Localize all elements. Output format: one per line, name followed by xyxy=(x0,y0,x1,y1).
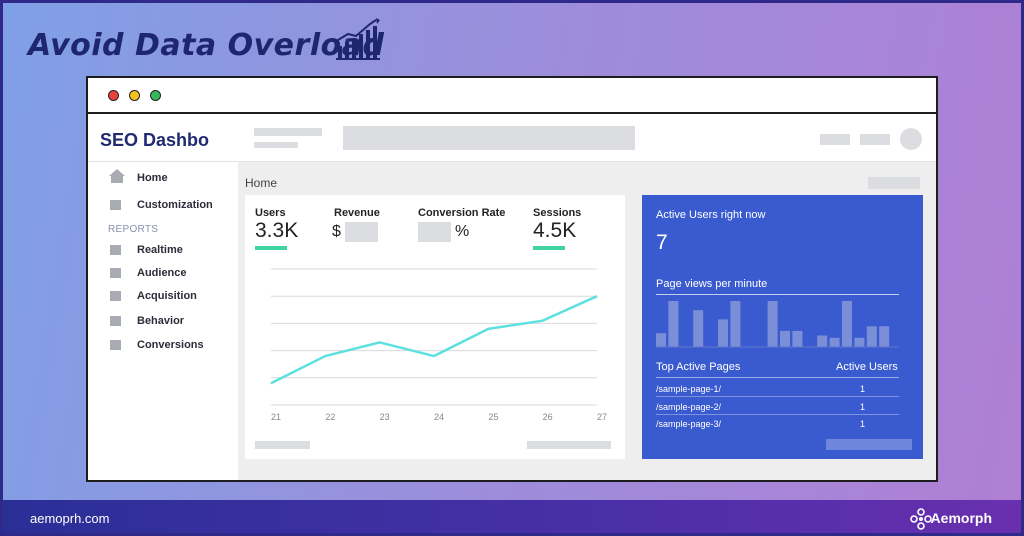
toolbar-button[interactable] xyxy=(820,134,850,145)
close-window-button[interactable] xyxy=(108,90,119,101)
pageview-bar xyxy=(817,335,828,347)
x-tick-label: 26 xyxy=(543,412,553,422)
maximize-window-button[interactable] xyxy=(150,90,161,101)
pageview-bar xyxy=(879,326,890,347)
conversion-rate-label: Conversion Rate xyxy=(418,207,506,219)
users-metric-indicator xyxy=(255,246,287,250)
date-range-button[interactable] xyxy=(868,177,920,189)
search-input[interactable] xyxy=(343,126,635,150)
x-tick-label: 23 xyxy=(380,412,390,422)
placeholder-bar xyxy=(254,142,298,148)
footer: aemoprh.com Aemorph xyxy=(0,500,1024,536)
pageviews-label: Page views per minute xyxy=(656,278,768,290)
overview-card: Users 3.3K Revenue $ Conversion Rate % S… xyxy=(245,195,625,459)
square-icon xyxy=(110,291,121,301)
placeholder-bar xyxy=(527,441,611,449)
revenue-metric-label: Revenue xyxy=(334,207,380,219)
data-point xyxy=(324,355,326,357)
series-line xyxy=(270,295,598,385)
page-path: /sample-page-2/ xyxy=(656,402,722,412)
aemorph-logo-icon xyxy=(910,508,932,530)
placeholder-bar xyxy=(254,128,322,136)
pageview-bar xyxy=(730,301,741,347)
pageview-bar xyxy=(792,330,803,347)
toolbar-button[interactable] xyxy=(860,134,890,145)
window-titlebar xyxy=(88,78,936,114)
page-users: 1 xyxy=(859,419,865,429)
avatar[interactable] xyxy=(900,128,922,150)
footer-url[interactable]: aemoprh.com xyxy=(30,511,110,526)
users-metric-label: Users xyxy=(255,207,286,219)
divider xyxy=(656,294,899,295)
app-title: SEO Dashbo xyxy=(100,130,210,150)
reports-section-label: REPORTS xyxy=(108,224,159,235)
placeholder-bar xyxy=(255,441,310,449)
home-icon xyxy=(109,169,125,183)
pageview-bar xyxy=(656,333,666,347)
pageview-bar xyxy=(842,301,852,347)
x-tick-label: 22 xyxy=(325,412,335,422)
main-content: Home Users 3.3K Revenue $ Conversion Rat… xyxy=(238,162,936,480)
top-pages-label: Top Active Pages xyxy=(656,361,741,373)
app-header: SEO Dashbo xyxy=(88,114,936,162)
square-icon xyxy=(110,316,121,326)
active-users-value: 7 xyxy=(656,231,668,254)
revenue-currency-symbol: $ xyxy=(332,223,341,240)
users-metric-value: 3.3K xyxy=(255,219,299,242)
pageview-bar xyxy=(767,301,778,347)
pageview-bar xyxy=(668,301,679,347)
divider xyxy=(656,414,899,415)
x-tick-label: 21 xyxy=(271,412,281,422)
divider xyxy=(656,377,899,378)
square-icon xyxy=(110,245,121,255)
sessions-metric-value: 4.5K xyxy=(533,219,577,242)
square-icon xyxy=(110,268,121,278)
pageview-bar xyxy=(866,326,877,347)
data-point xyxy=(433,355,435,357)
data-point xyxy=(596,295,598,297)
sessions-metric-label: Sessions xyxy=(533,207,582,219)
data-point xyxy=(487,328,489,330)
pageview-bar xyxy=(693,310,704,347)
pageview-bar xyxy=(780,330,790,347)
page-path: /sample-page-3/ xyxy=(656,419,722,429)
pageview-bar xyxy=(718,319,728,347)
sessions-metric-indicator xyxy=(533,246,565,250)
page-users: 1 xyxy=(859,384,865,394)
breadcrumb: Home xyxy=(245,176,278,190)
x-tick-label: 24 xyxy=(434,412,444,422)
conversion-value-placeholder xyxy=(418,222,451,242)
minimize-window-button[interactable] xyxy=(129,90,140,101)
conversion-percent-symbol: % xyxy=(455,223,470,240)
page-path: /sample-page-1/ xyxy=(656,384,722,394)
bar-chart-growth-icon xyxy=(336,18,380,60)
headline: Avoid Data Overload xyxy=(28,28,385,63)
data-point xyxy=(542,320,544,322)
x-tick-label: 27 xyxy=(597,412,607,422)
square-icon xyxy=(110,200,121,210)
pageview-bar xyxy=(854,337,865,347)
divider xyxy=(656,396,899,397)
square-icon xyxy=(110,340,121,350)
browser-window: SEO Dashbo Home Customization REPORTS Re… xyxy=(86,76,938,482)
data-point xyxy=(379,341,381,343)
realtime-card: Active Users right now 7 Page views per … xyxy=(642,195,923,459)
page-users: 1 xyxy=(859,402,865,412)
data-point xyxy=(270,382,272,384)
x-tick-label: 25 xyxy=(488,412,498,422)
view-more-button[interactable] xyxy=(826,439,912,450)
sessions-line-chart: 21 22 23 24 25 26 27 xyxy=(270,268,607,422)
active-users-column-label: Active Users xyxy=(836,361,898,373)
active-users-label: Active Users right now xyxy=(656,209,766,221)
brand-name: Aemorph xyxy=(930,510,992,526)
revenue-value-placeholder xyxy=(345,222,378,242)
pageviews-bar-chart xyxy=(656,301,899,348)
pageview-bar xyxy=(829,337,840,347)
